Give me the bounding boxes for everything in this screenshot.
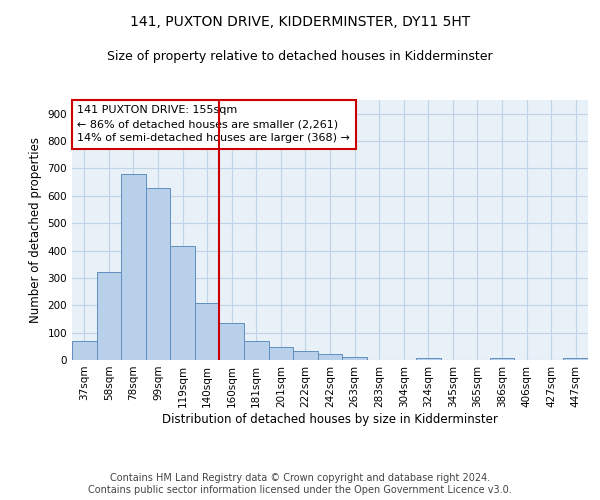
Text: 141 PUXTON DRIVE: 155sqm
← 86% of detached houses are smaller (2,261)
14% of sem: 141 PUXTON DRIVE: 155sqm ← 86% of detach… [77,105,350,143]
Bar [195,302,220,360]
Bar [72,341,97,360]
Bar [269,347,293,360]
Bar [490,358,514,360]
Bar [563,358,588,360]
Bar [293,351,318,360]
X-axis label: Distribution of detached houses by size in Kidderminster: Distribution of detached houses by size … [162,412,498,426]
Text: Contains HM Land Registry data © Crown copyright and database right 2024.
Contai: Contains HM Land Registry data © Crown c… [88,474,512,495]
Bar [146,188,170,360]
Text: Size of property relative to detached houses in Kidderminster: Size of property relative to detached ho… [107,50,493,63]
Bar [318,354,342,360]
Bar [342,356,367,360]
Text: 141, PUXTON DRIVE, KIDDERMINSTER, DY11 5HT: 141, PUXTON DRIVE, KIDDERMINSTER, DY11 5… [130,15,470,29]
Y-axis label: Number of detached properties: Number of detached properties [29,137,42,323]
Bar [416,358,440,360]
Bar [244,341,269,360]
Bar [97,272,121,360]
Bar [220,322,244,360]
Bar [170,246,195,360]
Bar [121,174,146,360]
